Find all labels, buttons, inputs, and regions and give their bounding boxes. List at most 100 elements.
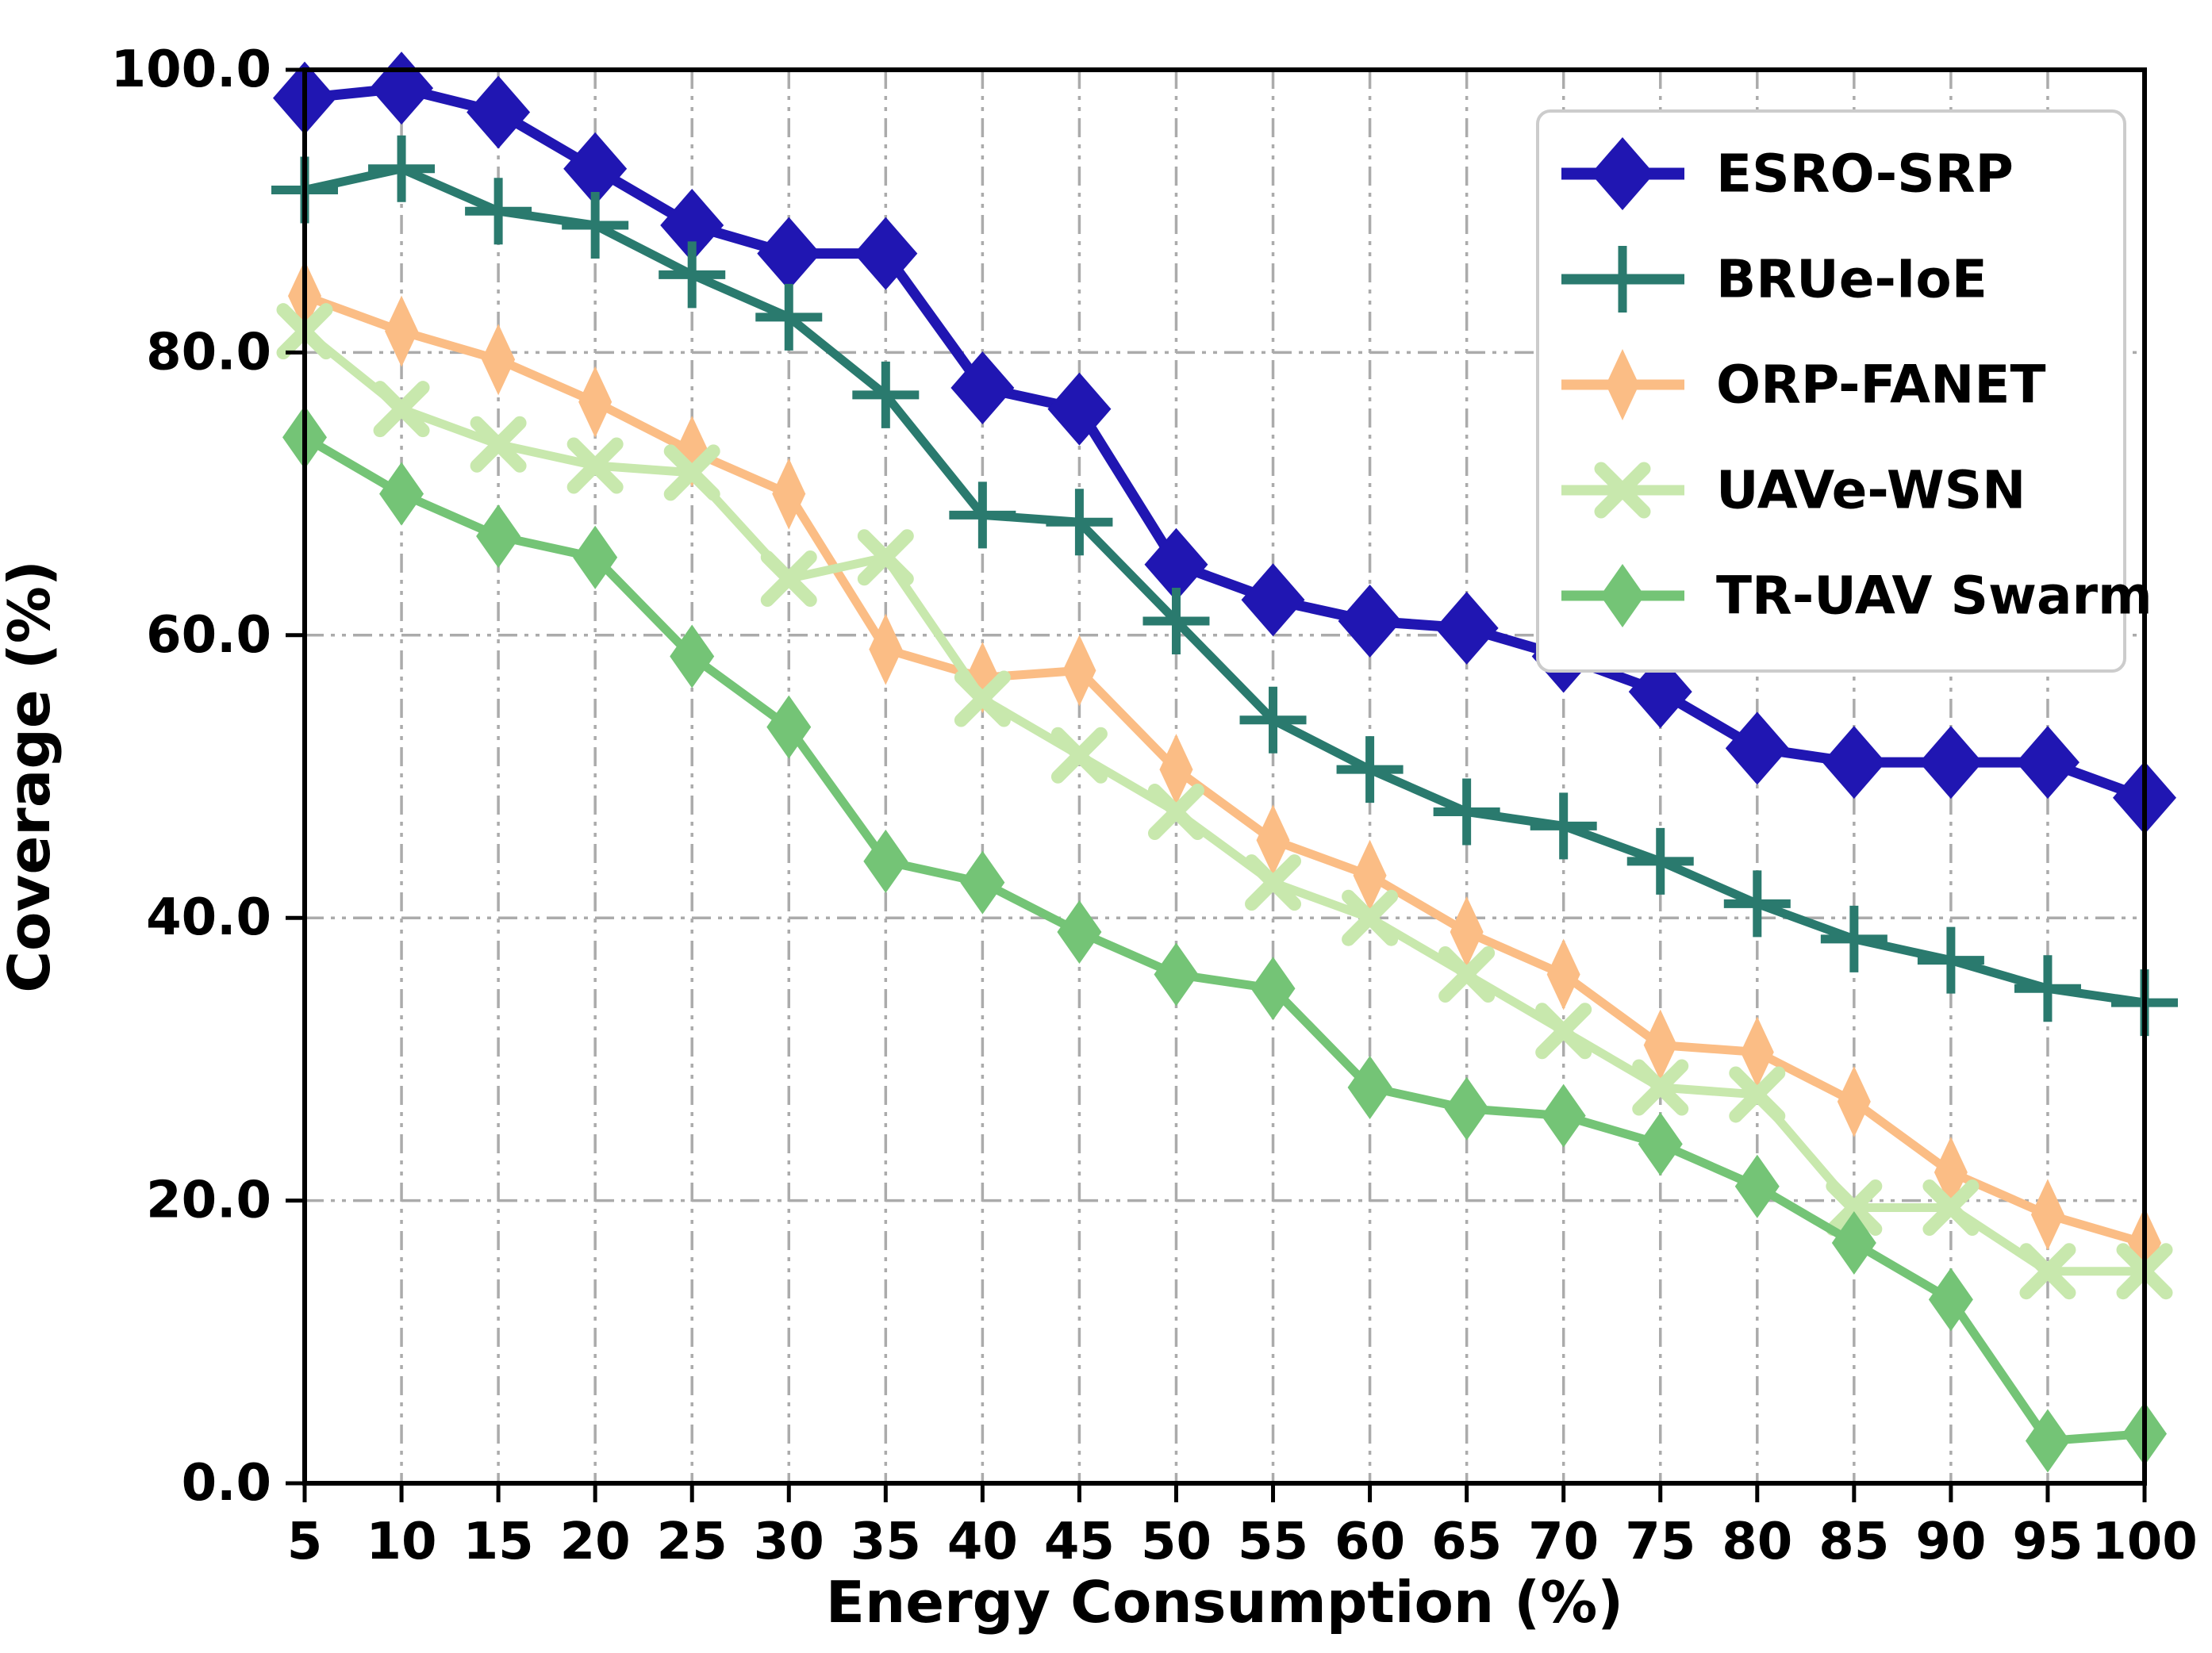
marker-diamond-large xyxy=(1591,137,1654,210)
marker-diamond xyxy=(863,829,908,893)
marker-thin-diamond xyxy=(1062,635,1096,707)
marker-plus xyxy=(659,241,726,309)
marker-thin-diamond xyxy=(772,458,806,530)
marker-diamond-large xyxy=(1628,655,1692,729)
marker-diamond-large xyxy=(1338,584,1402,658)
marker-plus xyxy=(1433,778,1500,846)
marker-plus xyxy=(562,192,629,259)
marker-plus xyxy=(1820,905,1887,972)
marker-diamond xyxy=(1541,1083,1586,1148)
x-tick-label: 55 xyxy=(1238,1513,1308,1571)
marker-diamond xyxy=(670,624,715,688)
marker-diamond xyxy=(1154,942,1199,1007)
marker-thin-diamond xyxy=(1256,804,1290,876)
marker-plus xyxy=(1723,870,1791,938)
marker-thin-diamond xyxy=(1606,349,1639,420)
series-line-brue-ioe xyxy=(303,164,2145,1007)
y-tick-label: 0.0 xyxy=(182,1454,271,1513)
x-tick-label: 5 xyxy=(287,1513,323,1571)
y-tick-label: 20.0 xyxy=(146,1172,271,1230)
marker-plus xyxy=(1530,792,1597,860)
marker-thin-diamond xyxy=(482,324,516,396)
marker-diamond xyxy=(2025,1409,2070,1473)
marker-diamond-large xyxy=(854,217,918,290)
marker-x xyxy=(1632,1059,1689,1116)
marker-diamond-large xyxy=(563,132,628,205)
marker-diamond xyxy=(1928,1268,1973,1332)
marker-diamond-large xyxy=(1241,563,1305,637)
marker-diamond-large xyxy=(1822,726,1886,800)
marker-diamond-large xyxy=(1725,711,1789,785)
series-line-orp-fanet xyxy=(303,291,2146,1248)
x-tick-label: 80 xyxy=(1722,1513,1792,1571)
marker-plus xyxy=(852,361,920,428)
x-tick-label: 100 xyxy=(2091,1513,2198,1571)
x-tick-label: 95 xyxy=(2012,1513,2083,1571)
x-tick-label: 25 xyxy=(657,1513,728,1571)
marker-diamond xyxy=(476,504,521,569)
marker-thin-diamond xyxy=(2030,1179,2064,1251)
marker-x xyxy=(857,529,914,586)
x-tick-label: 85 xyxy=(1818,1513,1889,1571)
marker-diamond xyxy=(1057,900,1102,965)
x-axis-title: Energy Consumption (%) xyxy=(826,1569,1623,1636)
marker-thin-diamond xyxy=(1837,1065,1871,1137)
marker-diamond-large xyxy=(2015,726,2080,800)
marker-diamond xyxy=(1734,1154,1780,1218)
marker-diamond xyxy=(1831,1211,1876,1275)
marker-x xyxy=(1245,854,1302,911)
marker-x xyxy=(663,444,720,501)
marker-x xyxy=(1729,1066,1786,1123)
x-tick-label: 60 xyxy=(1334,1513,1405,1571)
x-tick-label: 35 xyxy=(851,1513,921,1571)
marker-thin-diamond xyxy=(869,613,903,685)
y-axis-title: Coverage (%) xyxy=(0,560,63,993)
marker-x xyxy=(760,550,817,608)
x-tick-label: 45 xyxy=(1044,1513,1115,1571)
marker-x xyxy=(1922,1179,1980,1237)
marker-plus xyxy=(1142,587,1210,654)
legend-label-uave-wsn: UAVe-WSN xyxy=(1716,460,2026,521)
marker-plus xyxy=(2014,955,2081,1022)
series-line-tr-uav-swarm xyxy=(302,433,2145,1446)
marker-x xyxy=(1050,727,1108,784)
x-tick-label: 20 xyxy=(560,1513,631,1571)
marker-x xyxy=(373,381,430,438)
marker-plus xyxy=(1336,736,1404,803)
legend-label-tr-uav-swarm: TR-UAV Swarm xyxy=(1716,566,2152,627)
marker-diamond xyxy=(1600,564,1645,627)
marker-x xyxy=(1826,1179,1883,1237)
plot-border xyxy=(302,67,2147,1486)
x-tick-label: 40 xyxy=(947,1513,1018,1571)
marker-plus xyxy=(368,135,436,202)
marker-diamond xyxy=(766,695,812,759)
marker-x xyxy=(566,437,624,494)
marker-diamond-large xyxy=(1047,372,1112,446)
marker-thin-diamond xyxy=(578,366,613,438)
marker-diamond-large xyxy=(370,52,434,125)
legend-box xyxy=(1536,109,2126,673)
marker-plus xyxy=(1917,926,1984,994)
y-tick-label: 100.0 xyxy=(111,40,271,99)
y-tick-label: 40.0 xyxy=(146,888,271,947)
x-tick-label: 50 xyxy=(1141,1513,1212,1571)
marker-thin-diamond xyxy=(1159,734,1193,806)
marker-diamond xyxy=(1250,957,1296,1021)
marker-x xyxy=(954,670,1011,727)
marker-thin-diamond xyxy=(1643,1009,1677,1081)
marker-diamond xyxy=(379,462,424,526)
marker-diamond-large xyxy=(757,217,821,290)
marker-diamond xyxy=(1638,1112,1683,1176)
marker-plus xyxy=(465,178,532,245)
x-tick-label: 10 xyxy=(367,1513,437,1571)
marker-thin-diamond xyxy=(1546,938,1580,1011)
marker-x xyxy=(470,416,527,473)
legend-label-brue-ioe: BRUe-IoE xyxy=(1716,249,1987,310)
marker-x xyxy=(1535,1003,1592,1060)
marker-plus xyxy=(1046,489,1113,556)
marker-thin-diamond xyxy=(1740,1016,1774,1088)
marker-diamond xyxy=(1444,1076,1489,1141)
x-tick-label: 70 xyxy=(1528,1513,1599,1571)
